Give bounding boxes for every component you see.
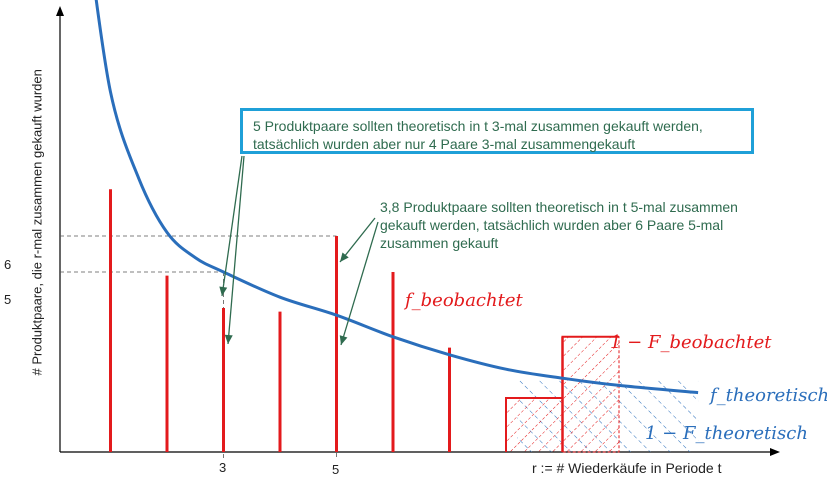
x-tick-3: 3 [219, 460, 227, 475]
arrow-box1-to-curve-r3-head [219, 286, 228, 296]
y-axis-label: # Produktpaare, die r-mal zusammen gekau… [29, 69, 45, 376]
arrow-box2-to-bar-r5 [339, 217, 376, 263]
hatch-tail-low [506, 398, 563, 452]
label-f-theoretisch: f_theoretisch [710, 385, 827, 406]
annotation-text-r5: 3,8 Produktpaare sollten theoretisch in … [380, 198, 800, 252]
x-tick-5: 5 [332, 462, 340, 477]
annotation-r5-line1: 3,8 Produktpaare sollten theoretisch in … [380, 199, 738, 215]
y-tick-5: 5 [4, 292, 12, 307]
arrow-box1-to-curve-r3 [221, 155, 243, 297]
label-1-minus-F-beobachtet: 1 − F_beobachtet [610, 332, 772, 353]
curve-f-theoretisch [94, 0, 699, 395]
annotation-box-r3-line1: 5 Produktpaare sollten theoretisch in t … [253, 118, 703, 134]
annotation-r5-line2: gekauft werden, tatsächlich wurden aber … [380, 217, 724, 233]
arrow-box2-to-curve-r5 [340, 221, 379, 346]
label-f-beobachtet: f_beobachtet [405, 290, 523, 311]
arrow-box1-to-bar-r3 [227, 155, 245, 345]
arrow-box2-to-bar-r5-head [340, 252, 349, 262]
x-axis-label: r := # Wiederkäufe in Periode t [532, 460, 722, 476]
annotation-r5-line3: zusammen gekauft [380, 235, 499, 251]
label-1-minus-F-theoretisch: 1 − F_theoretisch [645, 423, 808, 444]
y-tick-6: 6 [4, 257, 12, 272]
x-axis-arrow [770, 448, 780, 456]
annotation-box-r3-line2: tatsächlich wurden aber nur 4 Paare 3-ma… [253, 136, 636, 152]
hatch-1-minus-F-beobachtet [562, 336, 620, 453]
arrow-box1-to-bar-r3-head [224, 334, 233, 344]
annotation-box-r3: 5 Produktpaare sollten theoretisch in t … [240, 108, 754, 154]
y-axis-arrow [56, 6, 64, 16]
arrow-box2-to-curve-r5-head [339, 335, 348, 345]
